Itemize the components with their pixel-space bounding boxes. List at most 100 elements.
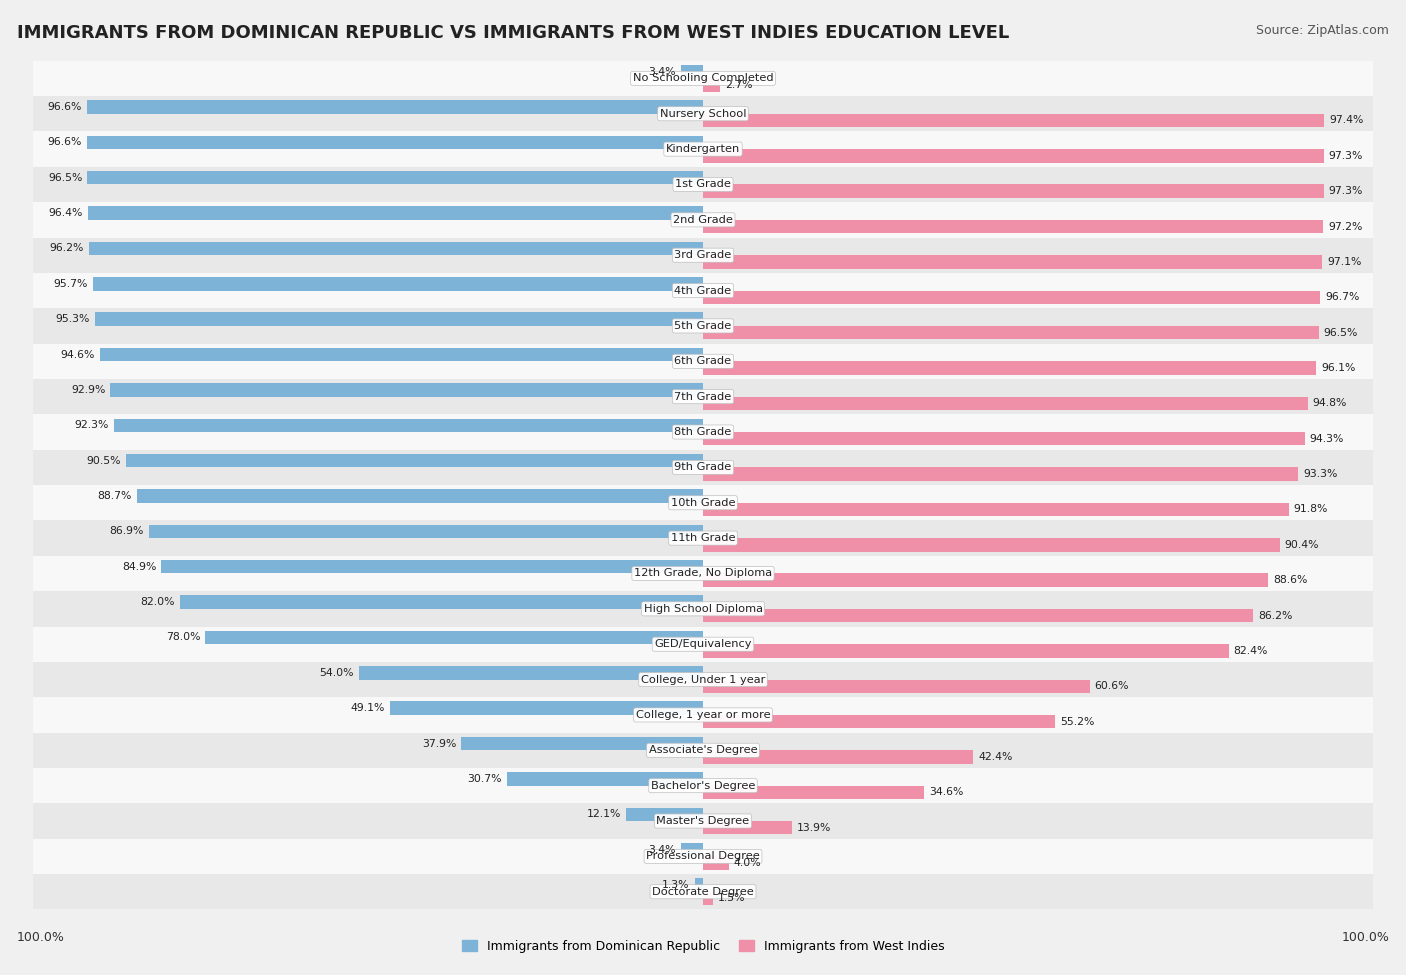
- Bar: [34, 591, 1372, 627]
- Bar: [703, 608, 1253, 622]
- Text: 3.4%: 3.4%: [648, 844, 676, 855]
- Text: 96.5%: 96.5%: [1323, 328, 1358, 337]
- Text: 7th Grade: 7th Grade: [675, 392, 731, 402]
- Bar: [703, 362, 1316, 374]
- Text: Bachelor's Degree: Bachelor's Degree: [651, 781, 755, 791]
- Text: 90.4%: 90.4%: [1285, 540, 1319, 550]
- Bar: [34, 874, 1372, 910]
- Text: College, Under 1 year: College, Under 1 year: [641, 675, 765, 684]
- Text: 2nd Grade: 2nd Grade: [673, 214, 733, 225]
- Text: 3.4%: 3.4%: [648, 66, 676, 77]
- Text: 34.6%: 34.6%: [929, 788, 963, 798]
- Text: Kindergarten: Kindergarten: [666, 144, 740, 154]
- Bar: [703, 149, 1323, 163]
- Text: 42.4%: 42.4%: [979, 752, 1012, 762]
- Bar: [114, 418, 703, 432]
- Text: 55.2%: 55.2%: [1060, 717, 1095, 726]
- Text: Master's Degree: Master's Degree: [657, 816, 749, 826]
- Text: 1.5%: 1.5%: [717, 893, 745, 904]
- Bar: [34, 768, 1372, 803]
- Text: 94.8%: 94.8%: [1313, 399, 1347, 409]
- Bar: [703, 786, 924, 799]
- Bar: [703, 715, 1054, 728]
- Text: 96.5%: 96.5%: [48, 173, 83, 182]
- Text: 49.1%: 49.1%: [350, 703, 385, 713]
- Bar: [100, 348, 703, 362]
- Bar: [205, 631, 703, 644]
- Text: 95.7%: 95.7%: [53, 279, 87, 289]
- Text: 92.3%: 92.3%: [75, 420, 110, 430]
- Bar: [703, 503, 1288, 516]
- Text: 11th Grade: 11th Grade: [671, 533, 735, 543]
- Bar: [125, 454, 703, 467]
- Text: 10th Grade: 10th Grade: [671, 498, 735, 508]
- Text: 88.6%: 88.6%: [1274, 575, 1308, 585]
- Bar: [34, 202, 1372, 238]
- Text: Doctorate Degree: Doctorate Degree: [652, 886, 754, 897]
- Bar: [703, 751, 973, 763]
- Text: 96.2%: 96.2%: [49, 244, 84, 254]
- Bar: [682, 843, 703, 856]
- Text: 30.7%: 30.7%: [468, 774, 502, 784]
- Text: 96.7%: 96.7%: [1324, 292, 1360, 302]
- Text: 96.4%: 96.4%: [49, 208, 83, 218]
- Bar: [149, 525, 703, 538]
- Text: 97.2%: 97.2%: [1329, 221, 1362, 231]
- Legend: Immigrants from Dominican Republic, Immigrants from West Indies: Immigrants from Dominican Republic, Immi…: [457, 935, 949, 957]
- Text: 12th Grade, No Diploma: 12th Grade, No Diploma: [634, 568, 772, 578]
- Text: Professional Degree: Professional Degree: [647, 851, 759, 861]
- Bar: [138, 489, 703, 503]
- Bar: [34, 97, 1372, 132]
- Bar: [703, 644, 1229, 658]
- Text: 13.9%: 13.9%: [797, 823, 831, 833]
- Text: 86.9%: 86.9%: [110, 526, 143, 536]
- Bar: [90, 242, 703, 255]
- Bar: [34, 521, 1372, 556]
- Bar: [703, 432, 1305, 446]
- Bar: [703, 856, 728, 870]
- Bar: [162, 560, 703, 573]
- Text: 5th Grade: 5th Grade: [675, 321, 731, 331]
- Bar: [508, 772, 703, 786]
- Text: 90.5%: 90.5%: [86, 455, 121, 466]
- Text: 94.6%: 94.6%: [60, 350, 94, 360]
- Bar: [34, 556, 1372, 591]
- Bar: [34, 485, 1372, 521]
- Bar: [34, 60, 1372, 97]
- Bar: [34, 132, 1372, 167]
- Bar: [703, 291, 1320, 304]
- Text: 82.4%: 82.4%: [1233, 645, 1268, 656]
- Bar: [89, 207, 703, 219]
- Text: 4.0%: 4.0%: [734, 858, 761, 868]
- Text: GED/Equivalency: GED/Equivalency: [654, 640, 752, 649]
- Text: 1st Grade: 1st Grade: [675, 179, 731, 189]
- Text: 97.1%: 97.1%: [1327, 257, 1362, 267]
- Text: 100.0%: 100.0%: [17, 931, 65, 944]
- Bar: [703, 184, 1323, 198]
- Bar: [703, 78, 720, 92]
- Text: 86.2%: 86.2%: [1258, 610, 1292, 620]
- Bar: [703, 680, 1090, 693]
- Text: 94.3%: 94.3%: [1309, 434, 1344, 444]
- Text: 96.1%: 96.1%: [1322, 363, 1355, 373]
- Bar: [87, 136, 703, 149]
- Bar: [703, 573, 1268, 587]
- Bar: [34, 838, 1372, 874]
- Text: Associate's Degree: Associate's Degree: [648, 745, 758, 756]
- Bar: [682, 65, 703, 78]
- Text: 12.1%: 12.1%: [586, 809, 620, 819]
- Bar: [34, 308, 1372, 343]
- Text: IMMIGRANTS FROM DOMINICAN REPUBLIC VS IMMIGRANTS FROM WEST INDIES EDUCATION LEVE: IMMIGRANTS FROM DOMINICAN REPUBLIC VS IM…: [17, 24, 1010, 42]
- Text: 6th Grade: 6th Grade: [675, 356, 731, 367]
- Text: 96.6%: 96.6%: [48, 137, 82, 147]
- Bar: [96, 312, 703, 326]
- Bar: [34, 803, 1372, 838]
- Bar: [359, 666, 703, 680]
- Bar: [180, 596, 703, 608]
- Bar: [34, 732, 1372, 768]
- Text: Source: ZipAtlas.com: Source: ZipAtlas.com: [1256, 24, 1389, 37]
- Text: 54.0%: 54.0%: [319, 668, 353, 678]
- Bar: [703, 892, 713, 905]
- Bar: [34, 273, 1372, 308]
- Bar: [34, 697, 1372, 732]
